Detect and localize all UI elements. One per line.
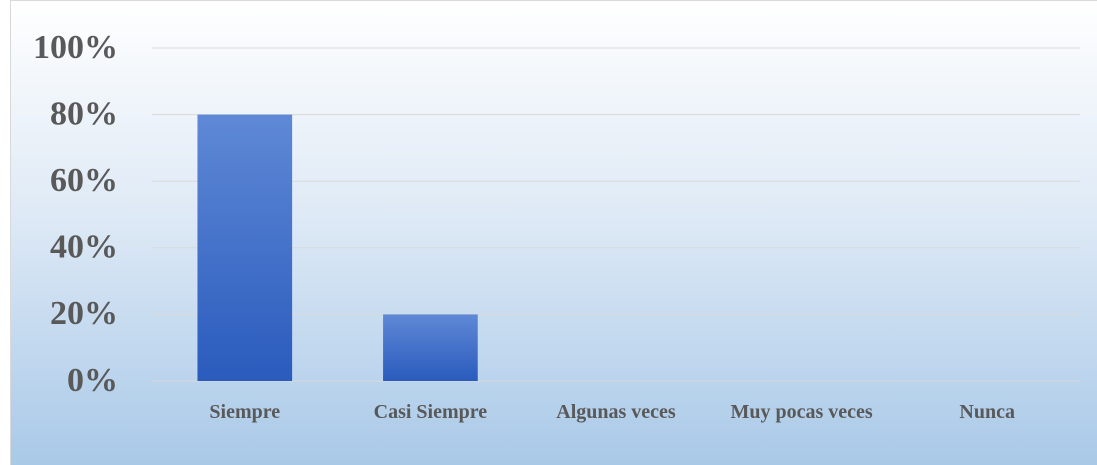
x-tick-label: Siempre <box>209 401 281 423</box>
y-tick-label: 20% <box>50 295 118 332</box>
y-tick-label: 0% <box>67 362 118 399</box>
bar <box>197 114 293 381</box>
x-tick-label: Nunca <box>959 401 1015 423</box>
y-tick-label: 80% <box>50 95 118 132</box>
x-tick-label: Algunas veces <box>556 401 676 423</box>
y-tick-label: 40% <box>50 229 118 266</box>
chart-background <box>10 0 1097 465</box>
x-tick-label: Casi Siempre <box>373 401 488 423</box>
y-tick-label: 60% <box>50 162 118 199</box>
bar <box>383 314 478 381</box>
x-tick-label: Muy pocas veces <box>730 401 873 423</box>
y-tick-label: 100% <box>33 29 118 66</box>
